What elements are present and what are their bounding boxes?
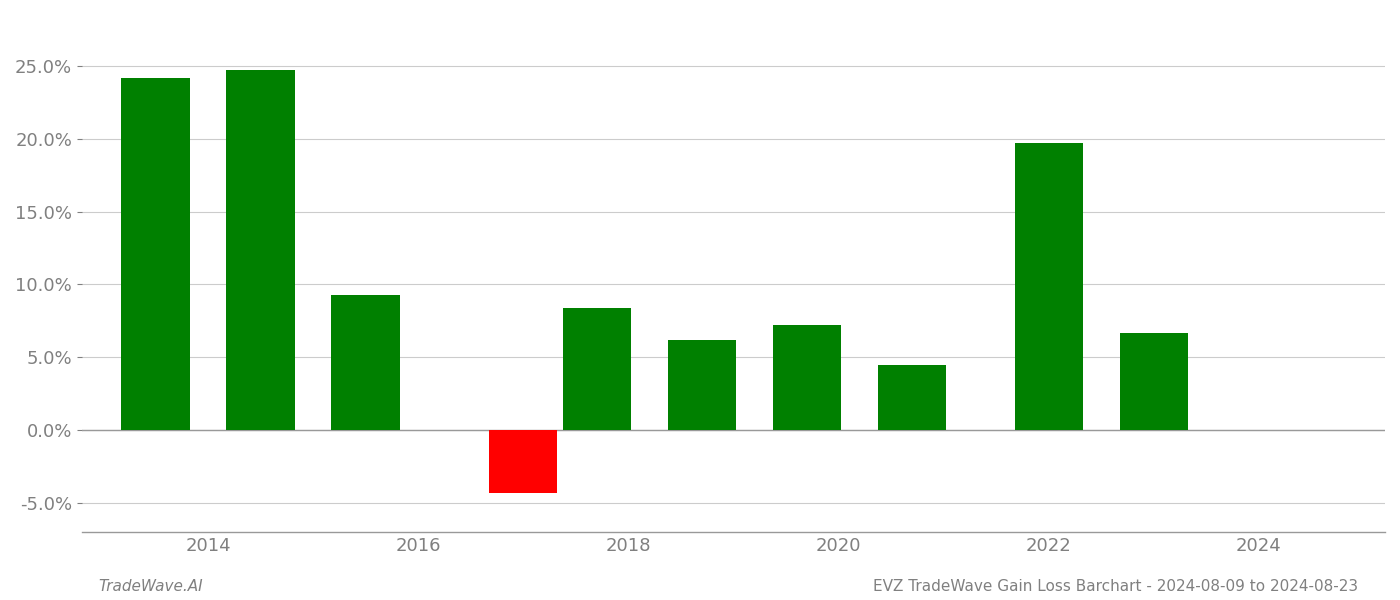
Text: EVZ TradeWave Gain Loss Barchart - 2024-08-09 to 2024-08-23: EVZ TradeWave Gain Loss Barchart - 2024-… [872, 579, 1358, 594]
Text: TradeWave.AI: TradeWave.AI [98, 579, 203, 594]
Bar [1015, 143, 1082, 430]
Bar [563, 308, 631, 430]
Bar [878, 365, 946, 430]
Bar [773, 325, 841, 430]
Bar [122, 77, 189, 430]
Bar [332, 295, 400, 430]
Bar [668, 340, 736, 430]
Bar [227, 70, 294, 430]
Bar [1120, 332, 1189, 430]
Bar [489, 430, 557, 493]
